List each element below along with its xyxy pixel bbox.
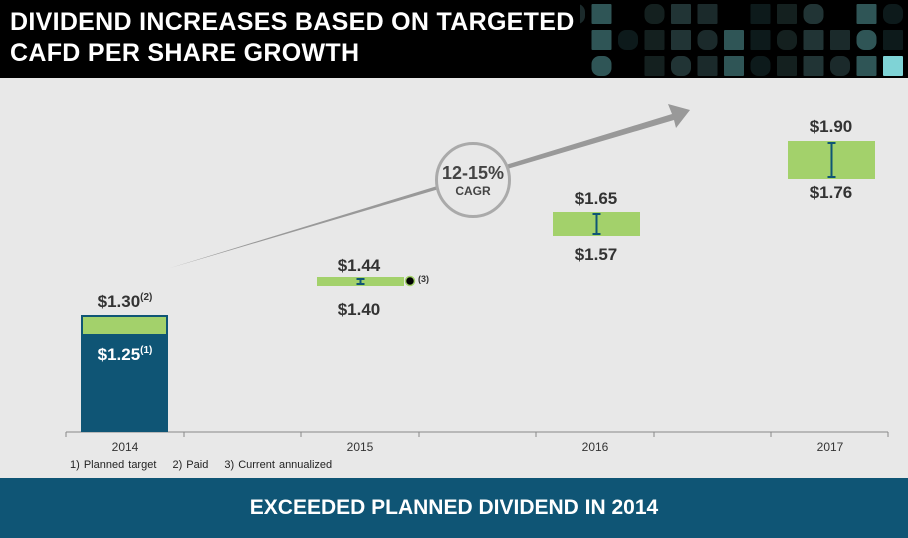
- current-annualized-marker: [404, 275, 416, 287]
- pattern-tile: [644, 30, 665, 50]
- pattern-tile: [724, 30, 744, 50]
- footnote-3: 3) Current annualized: [224, 459, 333, 471]
- pattern-tile: [644, 4, 665, 24]
- pattern-tile: [671, 56, 691, 76]
- pattern-tile: [750, 30, 771, 50]
- cagr-value: 12-15%: [441, 163, 505, 183]
- header-bar: DIVIDEND INCREASES BASED ON TARGETED CAF…: [0, 0, 908, 78]
- label-2016-high: $1.65: [574, 189, 618, 208]
- pattern-tile: [618, 30, 638, 50]
- pattern-tile: [591, 30, 612, 50]
- title-line-2: CAFD PER SHARE GROWTH: [10, 39, 360, 67]
- pattern-tile: [856, 56, 877, 76]
- x-tick-label-2015: 2015: [346, 440, 374, 454]
- pattern-tile: [750, 4, 771, 24]
- pattern-tile: [830, 56, 850, 76]
- pattern-tile: [856, 30, 877, 50]
- pattern-tile: [671, 4, 691, 24]
- pattern-tile: [856, 4, 877, 24]
- cagr-badge: 12-15% CAGR: [435, 142, 511, 218]
- bar-2014-planned: [81, 315, 168, 432]
- pattern-tile: [830, 30, 850, 50]
- pattern-tile: [591, 4, 612, 24]
- title-line-1: DIVIDEND INCREASES BASED ON TARGETED: [10, 8, 575, 36]
- cagr-label: CAGR: [455, 184, 491, 198]
- dividend-chart: [65, 104, 889, 437]
- label-2014-planned: $1.25(1): [97, 345, 153, 364]
- label-2015-low: $1.40: [337, 300, 381, 319]
- pattern-tile: [644, 56, 665, 76]
- pattern-tile: [803, 30, 824, 50]
- label-2014-paid: $1.30(2): [97, 292, 153, 311]
- pattern-tile: [724, 56, 744, 76]
- pattern-tile: [671, 30, 691, 50]
- footer-banner: EXCEEDED PLANNED DIVIDEND IN 2014: [0, 478, 908, 538]
- pattern-tile: [883, 30, 903, 50]
- growth-arrow: [170, 104, 690, 268]
- decorative-tile-pattern: [580, 4, 903, 76]
- x-tick-label-2016: 2016: [581, 440, 609, 454]
- label-2017-low: $1.76: [809, 183, 853, 202]
- pattern-tile: [750, 56, 771, 76]
- x-tick-label-2017: 2017: [816, 440, 844, 454]
- pattern-tile: [803, 4, 824, 24]
- pattern-tile: [883, 4, 903, 24]
- footnote-2: 2) Paid: [172, 459, 209, 471]
- pattern-tile: [883, 56, 903, 76]
- pattern-tile: [591, 56, 612, 76]
- bar-2014-paid-increment: [83, 317, 166, 334]
- pattern-tile: [697, 30, 718, 50]
- pattern-tile: [777, 56, 797, 76]
- pattern-tile: [777, 30, 797, 50]
- label-2017-high: $1.90: [809, 117, 853, 136]
- footnote-1: 1) Planned target: [70, 459, 157, 471]
- x-tick-label-2014: 2014: [111, 440, 139, 454]
- pattern-tile: [697, 56, 718, 76]
- pattern-tile: [777, 4, 797, 24]
- label-2015-marker-note: (3): [418, 274, 429, 284]
- pattern-tile: [580, 4, 585, 24]
- pattern-tile: [697, 4, 718, 24]
- pattern-tile: [803, 56, 824, 76]
- slide-title: DIVIDEND INCREASES BASED ON TARGETED CAF…: [10, 7, 575, 69]
- footnotes: 1) Planned target 2) Paid 3) Current ann…: [70, 459, 344, 471]
- label-2016-low: $1.57: [574, 245, 618, 264]
- label-2015-high: $1.44: [337, 256, 381, 275]
